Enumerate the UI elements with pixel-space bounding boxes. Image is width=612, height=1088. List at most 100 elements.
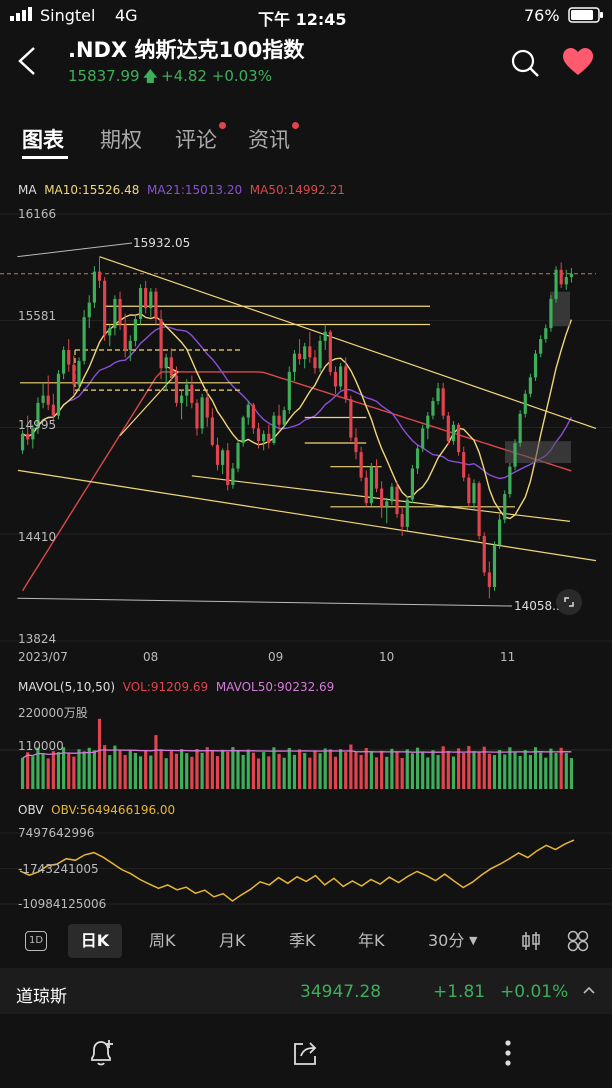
candle	[144, 288, 148, 309]
candle	[354, 437, 358, 453]
volume-bar	[359, 754, 363, 789]
volume-bar	[262, 752, 266, 789]
candle	[103, 280, 107, 336]
volume-bar	[380, 750, 384, 789]
volume-chart[interactable]	[0, 700, 612, 792]
candle	[405, 499, 409, 527]
price-line: 15837.99 🡅 +4.82 +0.03%	[68, 66, 272, 91]
volume-bar	[354, 751, 358, 789]
volume-bar	[569, 758, 574, 789]
candle	[236, 442, 240, 469]
volume-bar	[518, 756, 522, 789]
volume-bar	[564, 753, 568, 789]
reset-zoom-button[interactable]	[556, 589, 582, 615]
heart-icon	[563, 48, 593, 75]
volume-bar	[323, 748, 327, 789]
x-axis-label-sep: 09	[268, 650, 284, 664]
network-label: 4G	[115, 6, 138, 25]
candle	[159, 319, 163, 369]
index-ticker-bar[interactable]: 道琼斯 34947.28 +1.81 +0.01%	[0, 968, 612, 1014]
candle	[359, 452, 363, 478]
candle	[51, 404, 55, 416]
volume-bar	[297, 749, 302, 789]
tab-options[interactable]: 期权	[100, 128, 142, 152]
volume-bar	[56, 752, 61, 789]
tab-news[interactable]: 资讯	[248, 128, 290, 152]
trendline	[119, 371, 179, 437]
volume-bar	[267, 756, 271, 789]
price-chart[interactable]	[0, 200, 612, 670]
volume-bar	[272, 747, 276, 789]
candle	[215, 444, 220, 465]
candle	[31, 428, 35, 440]
share-button[interactable]	[290, 1038, 320, 1072]
candle	[297, 353, 302, 360]
volume-bar	[313, 750, 317, 789]
tf-week[interactable]: 周K	[149, 931, 176, 950]
candle	[292, 353, 297, 372]
candle	[41, 395, 45, 403]
volume-bar	[236, 750, 240, 789]
quote-header: .NDX 纳斯达克100指数 15837.99 🡅 +4.82 +0.03%	[0, 32, 612, 92]
tab-comments[interactable]: 评论	[175, 128, 217, 152]
candle	[390, 486, 394, 502]
tf-30min[interactable]: 30分	[428, 931, 465, 950]
candle	[385, 501, 389, 507]
search-icon	[511, 49, 539, 77]
candle	[303, 346, 307, 360]
candle	[46, 395, 50, 405]
expand-ticker-button[interactable]	[582, 982, 596, 1001]
volume-bar	[185, 753, 189, 789]
ma21-line	[22, 325, 573, 480]
volume-bar	[205, 747, 209, 789]
candle	[226, 450, 230, 485]
tf-quarter[interactable]: 季K	[289, 931, 316, 950]
candle	[513, 442, 517, 467]
volume-bar	[200, 752, 204, 789]
candle-type-button[interactable]	[520, 930, 542, 956]
candle	[328, 331, 332, 372]
tf-month[interactable]: 月K	[219, 931, 246, 950]
more-indicators-button[interactable]	[567, 930, 589, 956]
tf-year[interactable]: 年K	[358, 931, 385, 950]
volume-bar	[482, 746, 486, 789]
y-axis-label-3: 14995	[18, 418, 57, 432]
candle	[482, 535, 486, 573]
candle	[241, 417, 245, 443]
candle	[308, 346, 312, 358]
volume-bar	[287, 748, 291, 789]
tf-1d[interactable]: 1D	[25, 931, 47, 951]
candle	[205, 397, 209, 418]
volume-bar	[51, 751, 55, 789]
volume-bar	[41, 754, 45, 789]
candle	[436, 388, 440, 402]
candle	[528, 377, 532, 394]
obv-axis-label-1: 7497642996	[18, 826, 95, 840]
volume-bar	[395, 751, 399, 789]
volume-bar	[36, 747, 40, 789]
volume-bar	[456, 748, 461, 789]
search-button[interactable]	[510, 48, 540, 82]
vol-axis-label-1: 220000万股	[18, 706, 88, 720]
favorite-button[interactable]	[562, 48, 594, 80]
volume-bar	[533, 747, 538, 789]
volume-bar	[523, 750, 527, 789]
volume-bar	[498, 750, 502, 789]
volume-bar	[503, 754, 507, 789]
candle	[133, 319, 138, 341]
candle	[36, 402, 40, 429]
obv-chart[interactable]	[0, 822, 612, 914]
candle	[179, 395, 184, 403]
volume-bar	[549, 748, 553, 789]
candle	[113, 298, 117, 329]
more-button[interactable]	[498, 1038, 518, 1072]
candle	[364, 477, 368, 504]
back-button[interactable]	[16, 46, 38, 80]
tab-chart[interactable]: 图表	[22, 128, 64, 152]
tf-day[interactable]: 日K	[68, 924, 122, 958]
volume-bar	[144, 750, 148, 789]
mavol50-value: MAVOL50:90232.69	[215, 680, 335, 694]
candle	[462, 452, 466, 478]
add-alert-button[interactable]	[87, 1038, 117, 1072]
mavol-legend: MAVOL(5,10,50) VOL:91209.69 MAVOL50:9023…	[18, 680, 334, 694]
